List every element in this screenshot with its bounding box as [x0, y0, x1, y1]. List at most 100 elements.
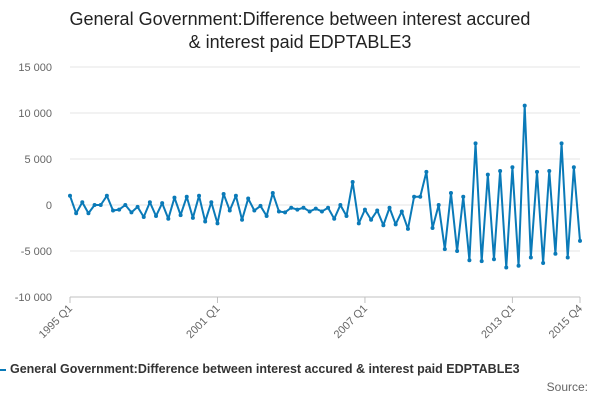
data-point [356, 221, 361, 226]
data-point [571, 165, 576, 170]
data-point [172, 195, 177, 200]
chart-title-line-1: General Government:Difference between in… [69, 9, 531, 29]
data-point [154, 214, 159, 219]
data-point [565, 255, 570, 260]
y-tick-label: 10 000 [18, 108, 52, 120]
data-point [387, 205, 392, 210]
series-line [69, 104, 581, 269]
data-point [86, 211, 91, 216]
data-point [203, 219, 208, 224]
x-tick-label: 2013 Q1 [479, 303, 517, 341]
y-tick-label: -5 000 [21, 246, 52, 258]
data-point [227, 208, 232, 213]
data-point [473, 141, 478, 146]
data-point [166, 216, 171, 221]
data-point [491, 257, 496, 262]
y-tick-label: 15 000 [18, 62, 52, 74]
data-point [418, 194, 423, 199]
data-point [516, 263, 521, 268]
data-point [295, 207, 300, 212]
data-point [442, 247, 447, 252]
data-point [436, 203, 441, 207]
data-point [522, 103, 527, 108]
data-point [326, 205, 331, 210]
data-point [92, 203, 97, 207]
data-point [319, 209, 324, 214]
data-point [104, 193, 109, 198]
data-point [252, 208, 257, 213]
data-point [430, 226, 435, 230]
data-point [498, 168, 503, 173]
data-point [553, 251, 558, 256]
data-point [240, 217, 245, 222]
data-point [215, 221, 220, 226]
data-point [504, 265, 509, 270]
data-point [258, 203, 263, 208]
x-tick-label: 2001 Q1 [184, 303, 222, 341]
data-point [190, 215, 195, 220]
y-tick-label: -10 000 [15, 292, 52, 304]
data-point [381, 223, 386, 228]
data-point [141, 214, 146, 219]
data-point [307, 209, 312, 214]
chart-title-line-2: & interest paid EDPTABLE3 [188, 32, 412, 52]
data-point [233, 193, 238, 198]
data-point [332, 216, 337, 221]
data-point [375, 208, 380, 213]
data-point [184, 194, 189, 199]
data-point [178, 213, 183, 218]
data-point [276, 209, 281, 214]
data-point [412, 194, 417, 199]
data-point [547, 168, 552, 173]
legend-label: General Government:Difference between in… [10, 362, 520, 376]
legend[interactable]: General Government:Difference between in… [0, 362, 520, 376]
data-point [369, 217, 374, 222]
data-point [350, 180, 355, 184]
data-point [68, 193, 72, 198]
legend-swatch [0, 368, 6, 371]
data-point [270, 191, 275, 196]
data-point [534, 169, 539, 174]
data-point [289, 205, 294, 210]
data-point [98, 203, 103, 207]
x-tick-label: 2007 Q1 [332, 303, 370, 341]
data-point [338, 203, 343, 207]
data-point [344, 214, 349, 219]
data-point [111, 208, 116, 213]
data-point [209, 200, 214, 205]
data-point [485, 172, 490, 177]
chart-title: General Government:Difference between in… [0, 8, 600, 54]
axis-layer [69, 296, 581, 303]
data-point [455, 249, 460, 253]
data-point [510, 165, 515, 170]
data-point [461, 194, 466, 199]
data-point [313, 206, 318, 211]
source-label: Source: [546, 380, 588, 394]
x-tick-label: 1995 Q1 [37, 303, 75, 341]
data-point [578, 238, 582, 243]
data-point [197, 193, 202, 198]
series-layer [68, 103, 582, 270]
x-tick-label: 2015 Q4 [547, 303, 585, 341]
data-point [301, 205, 306, 210]
data-point [399, 209, 404, 214]
data-point [160, 201, 165, 206]
data-point [559, 141, 564, 146]
data-point [135, 204, 140, 209]
data-point [479, 259, 484, 264]
data-point [123, 203, 128, 207]
grid-layer [70, 66, 580, 298]
data-point [467, 258, 472, 263]
data-point [405, 226, 410, 231]
data-point [117, 207, 122, 212]
data-point [448, 191, 453, 196]
data-point [283, 210, 288, 215]
data-point [424, 169, 429, 174]
data-point [221, 191, 226, 196]
data-point [264, 214, 269, 219]
data-point [393, 222, 398, 227]
data-point [74, 211, 79, 216]
data-point [362, 207, 367, 212]
